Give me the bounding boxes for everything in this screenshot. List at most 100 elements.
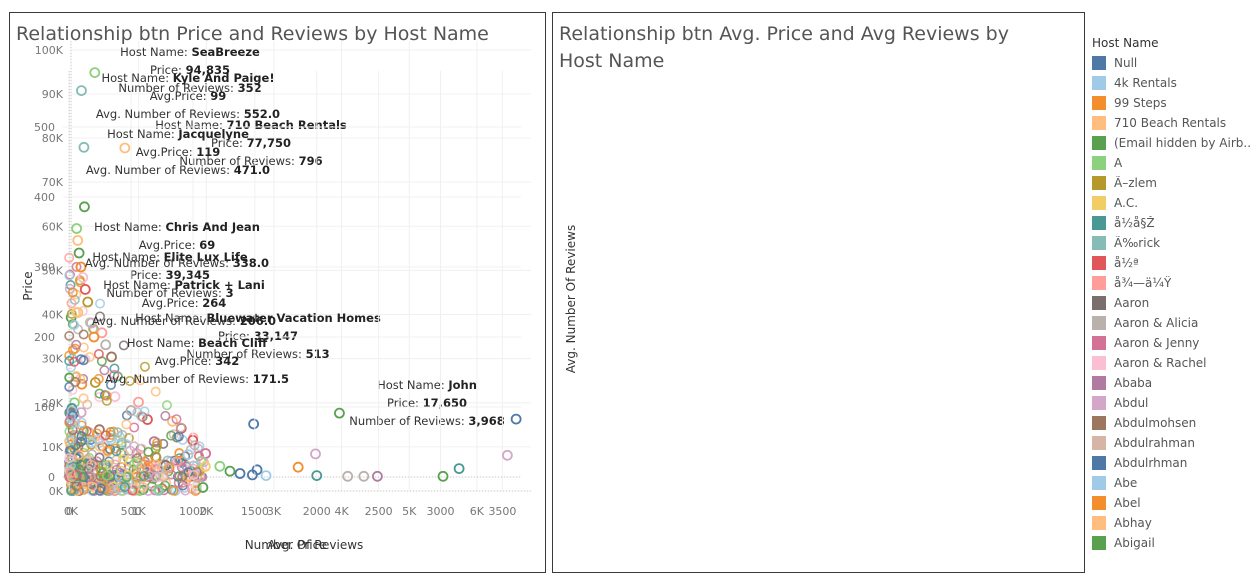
legend-item[interactable]: å½ª: [1092, 253, 1252, 273]
legend-item[interactable]: Abe: [1092, 473, 1252, 493]
y-tick-label: 60K: [42, 220, 64, 233]
scatter-point: [224, 465, 236, 477]
scatter-point: [71, 223, 83, 234]
annotation-line: Avg. Number of Reviews: 552.0: [96, 107, 280, 121]
y-tick-label: 30K: [42, 353, 64, 366]
cluster-point: [75, 354, 86, 365]
cluster-point: [84, 465, 95, 476]
legend-item[interactable]: å½­å§Ž: [1092, 213, 1252, 233]
y-tick-label: 0: [48, 471, 55, 484]
cluster-point: [154, 471, 165, 482]
legend-item[interactable]: A: [1092, 153, 1252, 173]
legend-item[interactable]: Aaron: [1092, 293, 1252, 313]
cluster-point: [94, 311, 105, 322]
annotation-line: Price: 94,835: [150, 63, 230, 77]
cluster-point: [118, 340, 129, 351]
legend-item[interactable]: Abigail: [1092, 533, 1252, 553]
cluster-point: [162, 462, 173, 473]
annotation-value: 552.0: [244, 107, 280, 121]
scatter-point: [334, 407, 345, 419]
cluster-point: [101, 470, 112, 481]
legend-swatch: [1092, 216, 1106, 230]
scatter-point: [78, 141, 90, 153]
scatter-point: [260, 470, 272, 482]
legend-label: (Email hidden by Airb..: [1114, 136, 1252, 150]
x-tick-label: 1000: [179, 505, 207, 518]
legend-item[interactable]: (Email hidden by Airb..: [1092, 133, 1252, 153]
legend-label: Aaron & Alicia: [1114, 316, 1199, 330]
x-tick-label: 3000: [427, 505, 455, 518]
legend-label: Abdul: [1114, 396, 1149, 410]
cluster-point: [86, 459, 97, 470]
legend-swatch: [1092, 256, 1106, 270]
scatter-point: [79, 201, 90, 213]
cluster-point: [124, 375, 135, 386]
legend-item[interactable]: 4k Rentals: [1092, 73, 1252, 93]
legend-item[interactable]: A.C.: [1092, 193, 1252, 213]
legend-item[interactable]: å¾—ä¼Ÿ: [1092, 273, 1252, 293]
cluster-point: [117, 454, 128, 465]
cluster-point: [194, 441, 205, 452]
legend-item[interactable]: Abhay: [1092, 513, 1252, 533]
annotation-key: Price:: [387, 396, 423, 410]
legend-item[interactable]: Abdul: [1092, 393, 1252, 413]
legend-item[interactable]: 710 Beach Rentals: [1092, 113, 1252, 133]
legend-item[interactable]: Abdulrhman: [1092, 453, 1252, 473]
cluster-point: [150, 386, 161, 397]
cluster-point: [112, 427, 123, 438]
legend-item[interactable]: Ã–zlem: [1092, 173, 1252, 193]
cluster-point: [70, 376, 81, 387]
x-tick-label: 1K: [132, 505, 147, 518]
legend-item[interactable]: Ababa: [1092, 373, 1252, 393]
legend-item[interactable]: Abdulrahman: [1092, 433, 1252, 453]
legend-swatch: [1092, 416, 1106, 430]
annotation-line: Avg. Number of Reviews: 338.0: [85, 256, 269, 270]
annotation-key: Host Name:: [94, 220, 165, 234]
cluster-point: [132, 453, 143, 464]
y-tick-label: 500: [34, 121, 55, 134]
legend-label: å½­å§Ž: [1114, 216, 1155, 230]
legend-item[interactable]: Abdulmohsen: [1092, 413, 1252, 433]
scatter-point: [79, 283, 91, 295]
annotation-key: Host Name:: [377, 378, 448, 392]
scatter-point: [75, 261, 87, 273]
legend-label: Aaron: [1114, 296, 1150, 310]
legend-item[interactable]: Aaron & Rachel: [1092, 353, 1252, 373]
y-tick-label: 90K: [42, 88, 64, 101]
legend-items: Null 4k Rentals 99 Steps 710 Beach Rentals (…: [1092, 53, 1252, 553]
y-tick-label: 10K: [42, 441, 64, 454]
annotation-value: 264: [202, 296, 226, 310]
legend-item[interactable]: Abel: [1092, 493, 1252, 513]
legend-label: å¾—ä¼Ÿ: [1114, 276, 1172, 290]
legend-label: Ababa: [1114, 376, 1153, 390]
legend-item[interactable]: Null: [1092, 53, 1252, 73]
legend-item[interactable]: Aaron & Alicia: [1092, 313, 1252, 333]
annotation-key: Avg. Number of Reviews:: [86, 163, 234, 177]
cluster-point: [101, 395, 112, 406]
cluster-point: [71, 469, 82, 480]
annotation-key: Number of Reviews:: [179, 154, 298, 168]
annotation-value: 338.0: [233, 256, 269, 270]
legend-swatch: [1092, 156, 1106, 170]
cluster-point: [78, 393, 89, 404]
legend-item[interactable]: Aaron & Jenny: [1092, 333, 1252, 353]
cluster-point: [175, 422, 186, 433]
legend-swatch: [1092, 176, 1106, 190]
cluster-point: [78, 329, 89, 340]
legend-title: Host Name: [1092, 36, 1159, 50]
annotation-value: 17,650: [423, 396, 467, 410]
legend-swatch: [1092, 456, 1106, 470]
legend-item[interactable]: Ã‰rick: [1092, 233, 1252, 253]
y-tick-label: 40K: [42, 309, 64, 322]
scatter-point: [86, 317, 97, 329]
annotation-line: Number of Reviews: 3,968: [349, 414, 505, 428]
cluster-point: [151, 440, 162, 451]
annotation-line: Avg.Price: 69: [139, 238, 216, 252]
scatter-point: [372, 470, 383, 482]
scatter-point: [437, 470, 449, 482]
legend-swatch: [1092, 476, 1106, 490]
legend-item[interactable]: 99 Steps: [1092, 93, 1252, 113]
legend-swatch: [1092, 236, 1106, 250]
legend-swatch: [1092, 316, 1106, 330]
annotation-line: Avg.Price: 99: [150, 89, 227, 103]
